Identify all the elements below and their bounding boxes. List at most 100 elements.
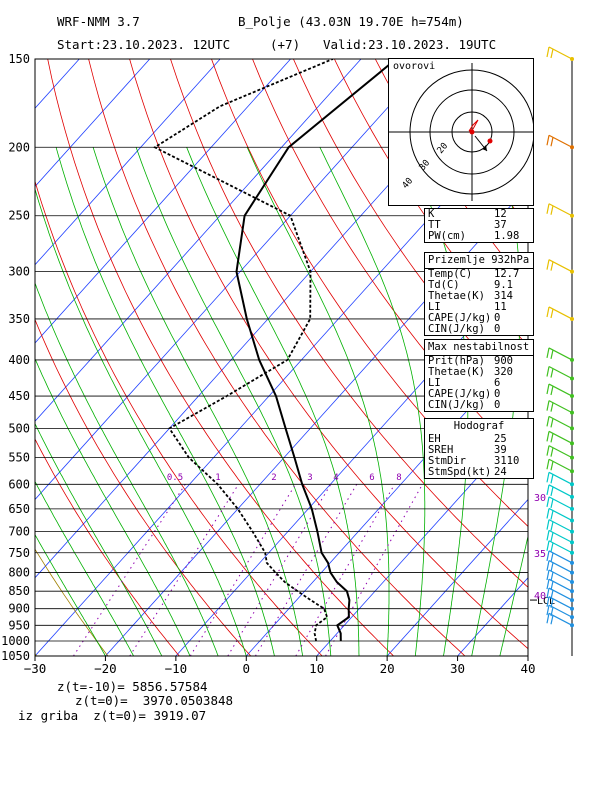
isotherm-line — [35, 59, 151, 188]
wind-barb-flag — [546, 135, 550, 146]
moist-adiabat-line — [186, 147, 360, 656]
isotherm-line — [35, 59, 432, 501]
wind-barb-flag — [550, 261, 554, 271]
param-value: 0 — [494, 323, 501, 335]
param-key: CIN(J/kg) — [428, 323, 485, 335]
wind-barb-flag — [550, 498, 554, 508]
param-value: 1.98 — [494, 230, 520, 242]
hodograph-params-box: Hodograf EH 25 SREH 39 StmDir 3110 StmSpd(kt) 2… — [424, 418, 534, 479]
lcl-label: LCL — [537, 596, 555, 607]
wind-barb-flag — [546, 519, 550, 530]
moist-adiabat-line — [35, 533, 106, 656]
hodograph-plot: 20 30 40 — [389, 63, 533, 201]
wind-barb-flag — [550, 385, 554, 396]
wind-barb-flag — [546, 259, 550, 270]
wind-barb-flag — [550, 562, 554, 572]
wind-barb-flag — [546, 459, 550, 470]
param-value: 9.1 — [494, 279, 513, 291]
param-row: LI 6 — [425, 378, 533, 389]
param-key: Temp(C) — [428, 268, 473, 280]
param-row: EH 25 — [425, 434, 533, 445]
wind-barb-flag — [550, 205, 554, 215]
wind-barb-flag — [546, 484, 550, 495]
dewpoint-profile — [152, 59, 334, 642]
dry-adiabat-line — [580, 59, 600, 656]
moist-adiabat-line — [35, 281, 219, 656]
param-key: StmSpd(kt) — [428, 466, 492, 478]
isotherm-line — [316, 420, 528, 656]
hodograph-trace — [468, 119, 479, 132]
param-key: Thetae(K) — [428, 290, 485, 302]
moist-adiabat-line — [35, 357, 191, 656]
pressure-tick-label: 350 — [8, 312, 30, 326]
param-key: EH — [428, 433, 441, 445]
param-row: PW(cm) 1.98 — [425, 231, 533, 242]
wind-barb-flag — [550, 486, 554, 496]
pressure-tick-label: 450 — [8, 389, 30, 403]
mixing-ratio-label: 8 — [396, 473, 401, 483]
param-key: StmDir — [428, 455, 466, 467]
param-row: StmSpd(kt) 24 — [425, 467, 533, 478]
wind-speed-label: 30 — [534, 493, 546, 504]
param-row: SREH 39 — [425, 445, 533, 456]
mixing-ratio-label: 3 — [307, 473, 312, 483]
pressure-tick-label: 600 — [8, 477, 30, 491]
dry-adiabat-line — [35, 318, 252, 656]
height-t-zero: z(t=0)= 3970.0503848 — [75, 693, 234, 708]
wind-barb-flag — [550, 308, 554, 319]
param-key: CAPE(J/kg) — [428, 312, 492, 324]
param-key: LI — [428, 301, 441, 313]
moist-adiabat-line — [35, 480, 134, 656]
x-tick-label: 0 — [243, 661, 251, 676]
param-value: 25 — [494, 433, 507, 445]
pressure-tick-label: 300 — [8, 265, 30, 279]
moist-adiabat-line — [319, 147, 426, 656]
param-row: TT 37 — [425, 220, 533, 231]
param-row: Prit(hPa) 900 — [425, 356, 533, 367]
param-key: LI — [428, 377, 441, 389]
param-value: 6 — [494, 377, 501, 389]
pressure-tick-label: 1000 — [1, 634, 30, 648]
wind-barb-flag — [546, 569, 550, 581]
wind-barb-flag — [550, 137, 554, 147]
mixing-ratio-line — [295, 484, 396, 656]
param-value: 0 — [494, 399, 501, 411]
mixing-ratio-label: 4 — [333, 473, 338, 483]
forecast-offset: (+7) — [270, 37, 301, 52]
pressure-tick-label: 650 — [8, 502, 30, 516]
isotherm-line — [35, 59, 221, 266]
hodograph-label: ovorovi — [393, 61, 436, 72]
mixing-ratio-grid — [73, 484, 423, 656]
isotherm-line — [35, 59, 362, 422]
param-row: K 12 — [425, 209, 533, 220]
param-key: Td(C) — [428, 279, 460, 291]
pressure-tick-label: 150 — [8, 52, 30, 66]
wind-barb-flag — [546, 347, 550, 359]
param-value: 320 — [494, 366, 513, 378]
mixing-ratio-line — [227, 484, 332, 656]
isotherm-line — [386, 498, 528, 656]
param-key: TT — [428, 219, 441, 231]
moist-adiabat-line — [35, 422, 163, 656]
wind-barb-flag — [546, 46, 550, 58]
param-value: 39 — [494, 444, 507, 456]
param-value: 12 — [494, 208, 507, 220]
wind-barb-flag — [550, 542, 554, 552]
hodo-ring-label-20: 20 — [436, 141, 451, 156]
max-instability-title: Max nestabilnost — [425, 340, 533, 356]
param-key: K — [428, 208, 435, 220]
max-instability-box: Max nestabilnost Prit(hPa) 900 Thetae(K) 32… — [424, 339, 534, 412]
mixing-ratio-label: 2 — [271, 473, 276, 483]
isotherm-line — [35, 59, 291, 344]
wind-barb-flag — [550, 461, 554, 471]
wind-barb-flag — [550, 552, 554, 562]
wind-barb-flag — [550, 474, 554, 484]
param-key: SREH — [428, 444, 454, 456]
wind-barb-flag — [546, 431, 550, 442]
wind-barb-flag — [546, 306, 550, 318]
moist-adiabat-line — [246, 147, 390, 656]
sounding-series — [152, 59, 397, 642]
wind-barb-flag — [550, 368, 554, 378]
run-start: Start:23.10.2023. 12UTC — [57, 37, 231, 52]
wind-barb-flag — [546, 400, 550, 411]
